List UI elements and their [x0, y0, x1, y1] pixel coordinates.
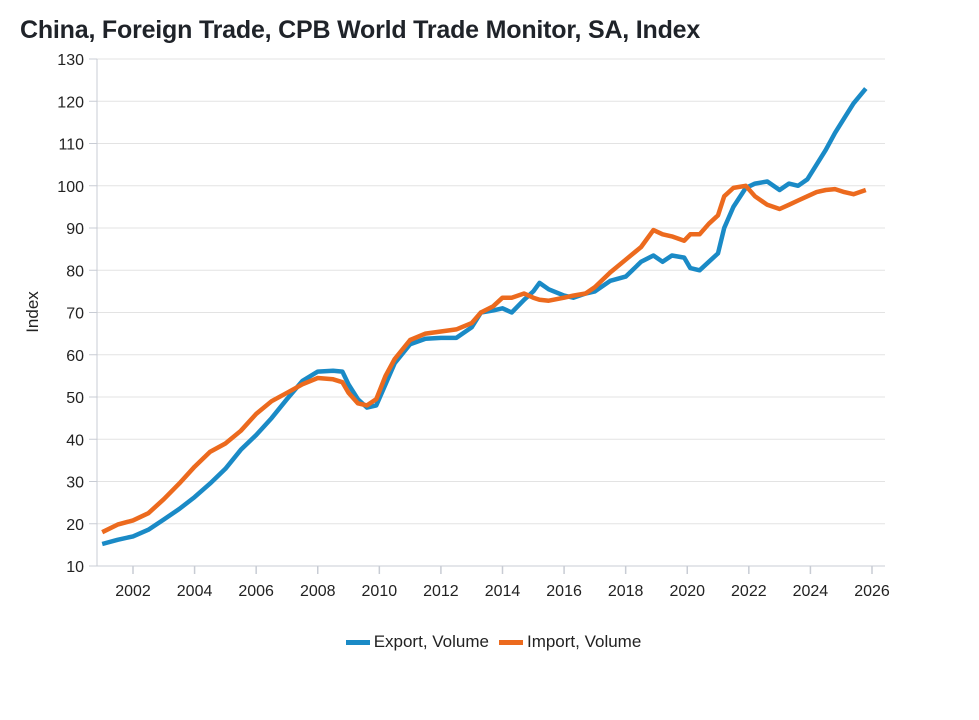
legend: Export, Volume Import, Volume: [0, 632, 979, 652]
y-axis-label: Index: [23, 291, 42, 333]
y-tick-label: 40: [66, 432, 84, 449]
y-tick-label: 10: [66, 559, 84, 576]
y-tick-label: 50: [66, 390, 84, 407]
y-tick-label: 110: [58, 137, 84, 154]
x-tick-label: 2018: [608, 583, 644, 600]
y-tick-label: 70: [66, 306, 84, 323]
legend-label-export: Export, Volume: [373, 632, 489, 651]
gridlines: [97, 58, 885, 525]
legend-label-import: Import, Volume: [526, 632, 642, 651]
chart-title: China, Foreign Trade, CPB World Trade Mo…: [20, 16, 701, 44]
x-axis-ticks: 2002 2004 2006 2008 2010 2012 2014 2016 2018 2020…: [115, 566, 890, 600]
y-tick-label: 100: [57, 179, 84, 196]
legend-item-export[interactable]: Export, Volume: [345, 632, 489, 652]
x-tick-label: 2002: [115, 583, 151, 600]
x-tick-label: 2016: [546, 583, 582, 600]
series-lines: [101, 87, 868, 547]
x-tick-label: 2020: [669, 583, 705, 600]
x-tick-label: 2012: [423, 583, 459, 600]
x-tick-label: 2022: [731, 583, 767, 600]
y-tick-label: 30: [66, 475, 84, 492]
y-tick-label: 80: [66, 263, 84, 280]
series-line-export: [101, 87, 868, 547]
x-tick-label: 2024: [793, 583, 829, 600]
x-tick-label: 2026: [854, 583, 890, 600]
legend-item-import[interactable]: Import, Volume: [498, 632, 642, 652]
y-tick-label: 20: [66, 517, 84, 534]
y-axis-ticks: 10 20 30 40 50 60 70 80 90 100 110 120 130: [57, 52, 97, 576]
legend-swatch-import: [498, 639, 523, 645]
x-tick-label: 2008: [300, 583, 336, 600]
y-tick-label: 90: [66, 221, 84, 238]
x-tick-label: 2006: [238, 583, 274, 600]
x-tick-label: 2010: [362, 583, 398, 600]
series-line-import: [101, 183, 867, 535]
legend-swatch-export: [345, 639, 370, 645]
y-tick-label: 60: [66, 348, 84, 365]
x-tick-label: 2014: [485, 583, 521, 600]
y-tick-label: 120: [57, 94, 84, 111]
x-tick-label: 2004: [177, 583, 213, 600]
y-tick-label: 130: [57, 52, 84, 69]
